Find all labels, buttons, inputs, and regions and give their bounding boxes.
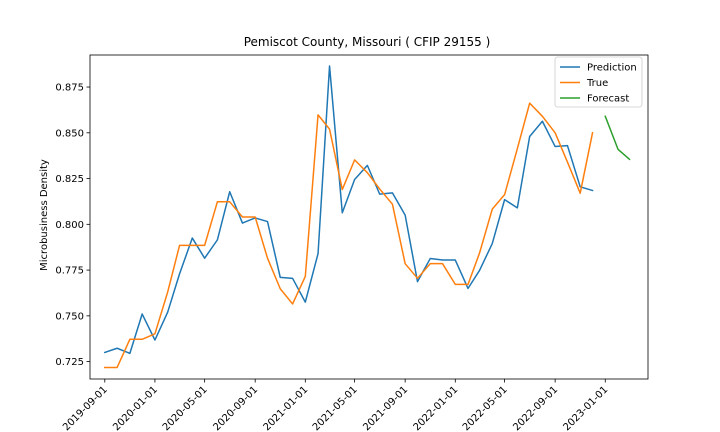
legend-label-forecast: Forecast xyxy=(587,94,629,105)
y-tick-label: 0.875 xyxy=(55,83,84,94)
chart-title: Pemiscot County, Missouri ( CFIP 29155 ) xyxy=(244,35,491,49)
y-tick-label: 0.850 xyxy=(55,128,84,139)
legend-label-prediction: Prediction xyxy=(587,63,637,74)
y-tick-label: 0.825 xyxy=(55,174,84,185)
series-layer xyxy=(103,65,631,369)
y-axis-label: Microbusiness Density xyxy=(39,159,50,271)
series-line-prediction xyxy=(103,65,594,355)
legend-label-true: True xyxy=(586,78,608,89)
series-line-true xyxy=(104,102,594,369)
legend-box xyxy=(554,56,643,108)
axes-frame xyxy=(89,54,649,380)
y-tick-label: 0.750 xyxy=(55,311,84,322)
legend: Prediction True Forecast xyxy=(554,56,643,108)
y-tick-label: 0.800 xyxy=(55,220,84,231)
y-tick-label: 0.725 xyxy=(55,357,84,368)
series-line-forecast xyxy=(604,115,631,161)
y-tick-label: 0.775 xyxy=(55,266,84,277)
